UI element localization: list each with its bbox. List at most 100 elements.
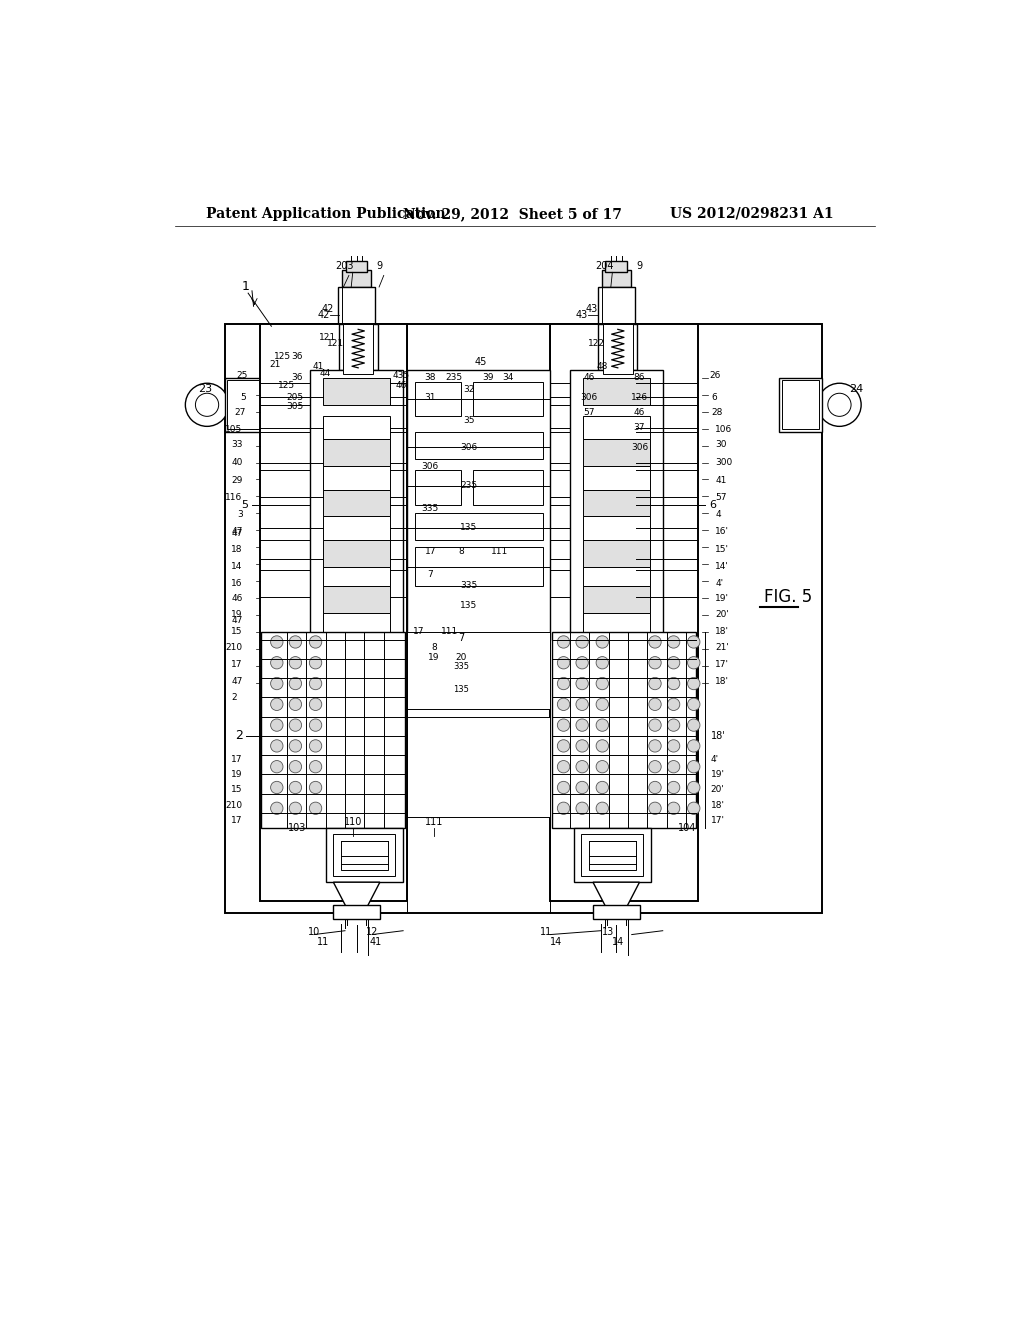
Text: 32: 32 [463, 385, 475, 393]
Polygon shape [593, 882, 640, 909]
Text: 300: 300 [716, 458, 733, 467]
Circle shape [309, 739, 322, 752]
Circle shape [687, 656, 700, 669]
Circle shape [596, 636, 608, 648]
Circle shape [668, 781, 680, 793]
Text: FIG. 5: FIG. 5 [764, 589, 812, 606]
Circle shape [668, 760, 680, 774]
Circle shape [270, 760, 283, 774]
Polygon shape [334, 882, 380, 909]
Text: 39: 39 [482, 374, 495, 383]
Circle shape [575, 698, 589, 710]
Bar [324, 516, 390, 540]
Text: 24: 24 [849, 384, 863, 395]
Bar [601, 271, 631, 286]
Text: 17: 17 [231, 660, 243, 669]
Text: 306: 306 [581, 392, 598, 401]
Text: 25: 25 [237, 371, 248, 380]
Text: 306: 306 [461, 442, 477, 451]
Text: 15: 15 [231, 627, 243, 636]
Text: 29: 29 [231, 475, 243, 484]
Circle shape [687, 636, 700, 648]
Text: 17': 17' [711, 816, 725, 825]
Text: 203: 203 [336, 261, 354, 271]
Text: 46: 46 [584, 374, 595, 383]
Circle shape [668, 656, 680, 669]
Text: 10: 10 [308, 927, 321, 937]
Circle shape [289, 698, 302, 710]
Bar [583, 566, 649, 586]
Circle shape [818, 383, 861, 426]
Bar [583, 416, 649, 440]
Circle shape [557, 781, 569, 793]
Text: 9: 9 [377, 261, 383, 271]
Bar [583, 540, 649, 566]
Circle shape [270, 698, 283, 710]
Text: 57: 57 [716, 492, 727, 502]
Circle shape [185, 383, 228, 426]
Bar [407, 632, 550, 709]
Bar [341, 841, 388, 870]
Bar [324, 490, 390, 516]
Text: 2: 2 [234, 730, 243, 742]
Bar [415, 381, 461, 416]
Circle shape [289, 656, 302, 669]
Bar [339, 323, 378, 370]
Bar [473, 470, 543, 504]
Circle shape [575, 656, 589, 669]
Text: 125: 125 [279, 381, 296, 389]
Circle shape [309, 760, 322, 774]
Text: 36: 36 [291, 374, 303, 383]
Text: 126: 126 [631, 392, 648, 401]
Circle shape [687, 698, 700, 710]
Bar [346, 261, 368, 272]
Text: 15': 15' [716, 545, 729, 554]
Circle shape [557, 803, 569, 814]
Circle shape [668, 698, 680, 710]
Text: 45: 45 [474, 358, 486, 367]
Bar [603, 323, 633, 374]
Circle shape [289, 636, 302, 648]
Text: 111: 111 [492, 546, 509, 556]
Circle shape [289, 760, 302, 774]
Bar [261, 632, 406, 829]
Text: 135: 135 [461, 524, 477, 532]
Text: 305: 305 [286, 401, 303, 411]
Text: 19: 19 [231, 770, 243, 779]
Circle shape [596, 719, 608, 731]
Text: 57: 57 [584, 408, 595, 417]
Bar [415, 548, 543, 586]
Bar [589, 841, 636, 870]
Text: 46: 46 [634, 408, 645, 417]
Circle shape [687, 739, 700, 752]
Text: 6: 6 [712, 392, 718, 401]
Text: 111: 111 [425, 817, 443, 828]
Circle shape [270, 781, 283, 793]
Bar [583, 466, 649, 490]
Circle shape [687, 781, 700, 793]
Circle shape [596, 656, 608, 669]
Text: 103: 103 [288, 824, 306, 833]
Text: 47: 47 [231, 677, 243, 686]
Text: 5: 5 [241, 500, 248, 510]
Text: 43: 43 [577, 310, 588, 321]
Text: 8: 8 [431, 643, 437, 652]
Text: 33: 33 [231, 441, 243, 449]
Text: 14: 14 [611, 937, 624, 948]
Circle shape [289, 781, 302, 793]
Text: 306: 306 [422, 462, 439, 471]
Text: 135: 135 [461, 601, 477, 610]
Circle shape [557, 677, 569, 689]
Text: 34: 34 [502, 374, 513, 383]
Text: 105: 105 [225, 425, 243, 434]
Text: 1: 1 [242, 280, 250, 293]
Circle shape [309, 698, 322, 710]
Text: 27: 27 [234, 408, 246, 417]
Circle shape [668, 636, 680, 648]
Text: 3: 3 [237, 510, 243, 519]
Circle shape [575, 803, 589, 814]
Text: 204: 204 [595, 261, 613, 271]
Text: 43: 43 [586, 305, 598, 314]
Text: 210: 210 [225, 801, 243, 809]
Bar [605, 261, 627, 272]
